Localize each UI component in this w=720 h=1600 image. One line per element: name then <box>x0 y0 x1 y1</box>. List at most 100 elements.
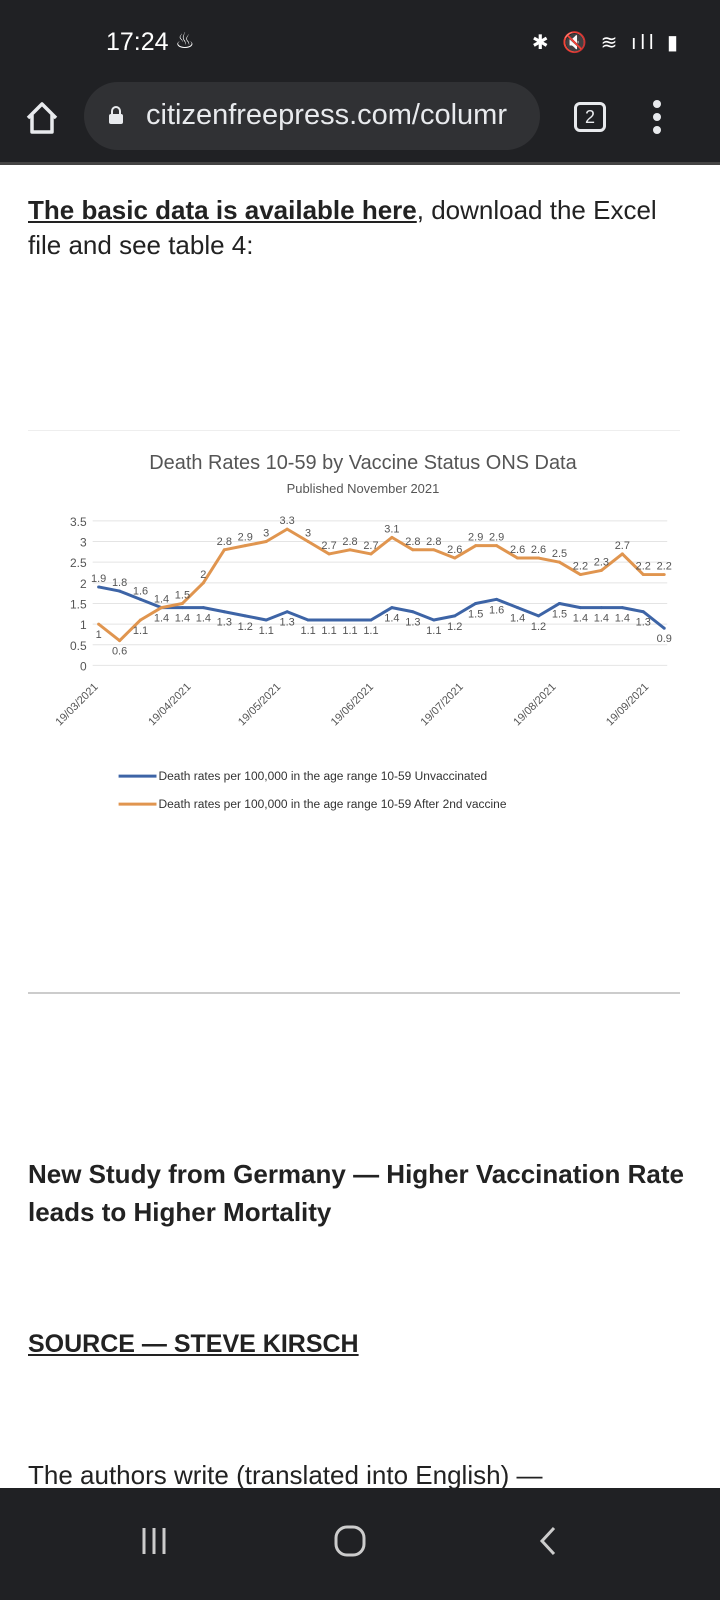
data-label: 1.3 <box>636 617 651 629</box>
data-label: 2.7 <box>363 540 378 552</box>
home-icon[interactable] <box>22 98 62 138</box>
chart-title: Death Rates 10-59 by Vaccine Status ONS … <box>149 452 577 474</box>
data-point <box>264 540 268 544</box>
data-label: 1 <box>96 629 102 641</box>
home-nav-icon[interactable] <box>320 1516 380 1566</box>
x-tick-label: 19/03/2021 <box>53 681 100 728</box>
data-point <box>474 544 478 548</box>
legend-label: Death rates per 100,000 in the age range… <box>158 797 506 811</box>
data-point <box>180 606 184 610</box>
data-label: 1.1 <box>426 625 441 637</box>
data-label: 2.7 <box>321 540 336 552</box>
tab-switcher-button[interactable]: 2 <box>574 102 606 132</box>
data-label: 2.8 <box>342 536 357 548</box>
data-label: 2.2 <box>636 561 651 573</box>
data-label: 2.8 <box>217 536 232 548</box>
data-label: 1.4 <box>154 594 169 606</box>
data-label: 1.1 <box>342 625 357 637</box>
data-label: 2.3 <box>594 556 609 568</box>
data-point <box>306 540 310 544</box>
data-point <box>327 552 331 556</box>
data-label: 1.4 <box>154 613 169 625</box>
data-point <box>537 614 541 618</box>
system-nav-bar <box>0 1488 720 1600</box>
back-icon[interactable] <box>518 1516 578 1566</box>
source-link[interactable]: SOURCE — STEVE KIRSCH <box>28 1330 359 1358</box>
divider <box>28 992 680 994</box>
data-label: 2.9 <box>238 532 253 544</box>
data-label: 1.6 <box>133 585 148 597</box>
data-label: 1.2 <box>447 621 462 633</box>
data-point <box>432 618 436 622</box>
data-label: 0.6 <box>112 646 127 658</box>
data-label: 2.6 <box>510 544 525 556</box>
data-label: 1.4 <box>510 613 525 625</box>
x-tick-label: 19/08/2021 <box>511 681 558 728</box>
data-label: 3 <box>305 528 311 540</box>
data-label: 1.6 <box>489 604 504 616</box>
status-bar: 17:24 ♨ ✱ 🔇 ≋ ıll ▮ <box>0 0 720 80</box>
data-point <box>474 601 478 605</box>
y-tick-label: 0.5 <box>70 639 87 653</box>
y-tick-label: 2 <box>80 577 87 591</box>
data-label: 1.1 <box>321 625 336 637</box>
data-point <box>537 556 541 560</box>
recent-apps-icon[interactable] <box>124 1516 184 1566</box>
data-point <box>453 614 457 618</box>
data-label: 1.5 <box>175 589 190 601</box>
data-point <box>139 618 143 622</box>
data-label: 1.8 <box>112 577 127 589</box>
data-point <box>641 573 645 577</box>
data-point <box>327 618 331 622</box>
data-label: 3.1 <box>384 523 399 535</box>
data-point <box>620 552 624 556</box>
data-point <box>243 614 247 618</box>
browser-toolbar: citizenfreepress.com/columr 2 <box>0 80 720 165</box>
data-point <box>348 618 352 622</box>
data-point <box>495 544 499 548</box>
legend-label: Death rates per 100,000 in the age range… <box>158 769 487 783</box>
data-point <box>180 601 184 605</box>
data-point <box>118 639 122 643</box>
data-label: 1.4 <box>175 613 190 625</box>
lock-icon <box>109 106 123 124</box>
data-label: 1.1 <box>259 625 274 637</box>
data-point <box>578 573 582 577</box>
address-bar[interactable]: citizenfreepress.com/columr <box>84 82 540 150</box>
data-label: 1.2 <box>238 621 253 633</box>
data-label: 2.8 <box>405 536 420 548</box>
data-point <box>432 548 436 552</box>
data-point <box>578 606 582 610</box>
data-label: 0.9 <box>657 633 672 645</box>
x-tick-label: 19/09/2021 <box>604 681 651 728</box>
death-rates-chart: Death Rates 10-59 by Vaccine Status ONS … <box>28 430 680 832</box>
chart-subtitle: Published November 2021 <box>287 481 440 496</box>
data-point <box>285 527 289 531</box>
data-label: 2.9 <box>468 532 483 544</box>
data-label: 1.1 <box>133 625 148 637</box>
data-point <box>264 618 268 622</box>
data-label: 1.4 <box>615 613 630 625</box>
data-label: 2.6 <box>447 544 462 556</box>
data-point <box>159 606 163 610</box>
data-label: 2.2 <box>657 561 672 573</box>
data-point <box>662 573 666 577</box>
data-label: 2.9 <box>489 532 504 544</box>
x-tick-label: 19/04/2021 <box>146 681 193 728</box>
data-point <box>201 581 205 585</box>
data-point <box>118 589 122 593</box>
x-tick-label: 19/05/2021 <box>236 681 283 728</box>
data-point <box>97 585 101 589</box>
series-line-0 <box>98 585 666 630</box>
data-label: 1.3 <box>280 617 295 629</box>
data-point <box>495 597 499 601</box>
data-point <box>97 622 101 626</box>
more-menu-icon[interactable] <box>650 100 664 140</box>
data-label: 1.4 <box>384 613 399 625</box>
data-label: 2 <box>200 569 206 581</box>
data-link[interactable]: The basic data is available here <box>28 195 417 225</box>
url-text: citizenfreepress.com/columr <box>146 99 507 131</box>
y-tick-label: 3.5 <box>70 515 87 529</box>
data-label: 1.3 <box>405 617 420 629</box>
status-icons: ✱ 🔇 ≋ ıll ▮ <box>531 32 682 54</box>
